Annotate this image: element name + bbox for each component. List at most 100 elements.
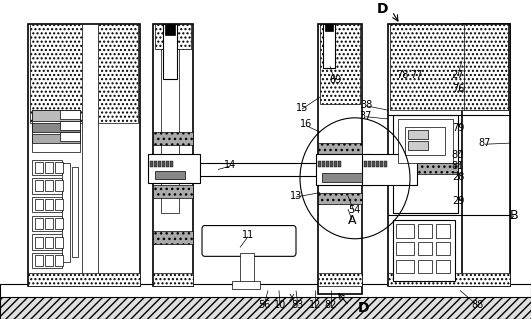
Bar	[323, 25, 335, 68]
Text: 29: 29	[452, 197, 464, 206]
Bar	[35, 162, 43, 173]
Bar	[0, 295, 531, 319]
Text: A: A	[348, 213, 356, 226]
Bar	[32, 178, 62, 194]
Bar	[322, 173, 362, 182]
Bar	[376, 161, 379, 167]
Text: X: X	[289, 293, 295, 303]
Bar	[60, 132, 80, 141]
Bar	[153, 185, 193, 198]
Bar	[0, 284, 531, 297]
Bar	[408, 130, 428, 139]
Bar	[165, 25, 175, 35]
Bar	[393, 163, 458, 174]
Bar	[464, 25, 508, 110]
Bar	[32, 160, 62, 175]
Bar	[32, 197, 62, 212]
Bar	[32, 123, 80, 132]
Bar	[318, 143, 362, 156]
Bar	[318, 193, 362, 204]
Bar	[163, 25, 177, 79]
Bar	[45, 199, 53, 210]
Text: 28: 28	[452, 172, 464, 182]
Bar	[45, 162, 53, 173]
Bar	[32, 110, 80, 121]
Bar	[55, 237, 63, 248]
Text: 54: 54	[348, 205, 360, 215]
Bar	[35, 255, 43, 266]
Bar	[334, 161, 337, 167]
Text: 37: 37	[360, 111, 372, 121]
Bar	[318, 273, 362, 286]
Text: 10: 10	[274, 300, 286, 310]
Bar	[82, 25, 98, 286]
Bar	[55, 199, 63, 210]
Text: 16: 16	[300, 119, 312, 130]
Bar	[384, 161, 387, 167]
Bar	[372, 161, 375, 167]
Text: 76: 76	[452, 84, 464, 94]
Bar	[462, 25, 510, 286]
Bar	[28, 273, 140, 286]
Bar	[155, 25, 191, 48]
Bar	[418, 260, 432, 273]
Bar	[150, 161, 153, 167]
Text: 13: 13	[290, 191, 302, 201]
Bar	[170, 161, 173, 167]
Bar	[396, 242, 414, 255]
Bar	[55, 181, 63, 191]
Text: 80: 80	[452, 150, 464, 160]
Bar	[318, 159, 326, 181]
Bar	[326, 161, 329, 167]
Bar	[172, 159, 180, 181]
Bar	[45, 255, 53, 266]
Bar	[405, 127, 445, 155]
Bar	[408, 141, 428, 150]
Bar	[322, 161, 325, 167]
Bar	[35, 181, 43, 191]
Text: 38: 38	[360, 100, 372, 110]
Text: 82: 82	[325, 300, 337, 310]
Bar	[155, 171, 185, 179]
Bar	[153, 25, 193, 286]
Bar	[28, 25, 140, 286]
Bar	[364, 161, 367, 167]
Bar	[60, 121, 80, 130]
Text: D: D	[376, 2, 388, 16]
Bar	[166, 161, 169, 167]
Bar	[436, 260, 450, 273]
Bar	[35, 218, 43, 229]
Bar	[362, 154, 417, 185]
Bar	[418, 242, 432, 255]
Bar	[72, 167, 78, 257]
Bar	[32, 134, 80, 143]
Text: 11: 11	[242, 230, 254, 241]
Text: 78: 78	[396, 70, 408, 80]
Bar	[232, 280, 260, 289]
Text: 56: 56	[258, 300, 270, 310]
Bar	[35, 199, 43, 210]
Bar	[45, 181, 53, 191]
Bar	[30, 25, 138, 123]
Bar	[161, 48, 179, 213]
Text: 88: 88	[472, 300, 484, 310]
Bar	[164, 48, 176, 62]
Bar	[32, 216, 62, 231]
Text: 81: 81	[452, 161, 464, 171]
Bar	[393, 115, 458, 213]
Bar	[32, 110, 80, 152]
Text: 14: 14	[224, 160, 236, 170]
Text: 15: 15	[296, 103, 308, 113]
Bar	[175, 163, 323, 176]
Bar	[338, 161, 341, 167]
Bar	[55, 218, 63, 229]
Text: 27: 27	[452, 70, 464, 80]
Bar	[55, 255, 63, 266]
Text: 79: 79	[452, 123, 464, 133]
Bar	[62, 163, 70, 262]
Bar	[318, 25, 362, 294]
Text: 12: 12	[309, 300, 321, 310]
Bar	[325, 25, 333, 31]
Text: D: D	[358, 301, 370, 315]
Bar	[32, 234, 62, 250]
